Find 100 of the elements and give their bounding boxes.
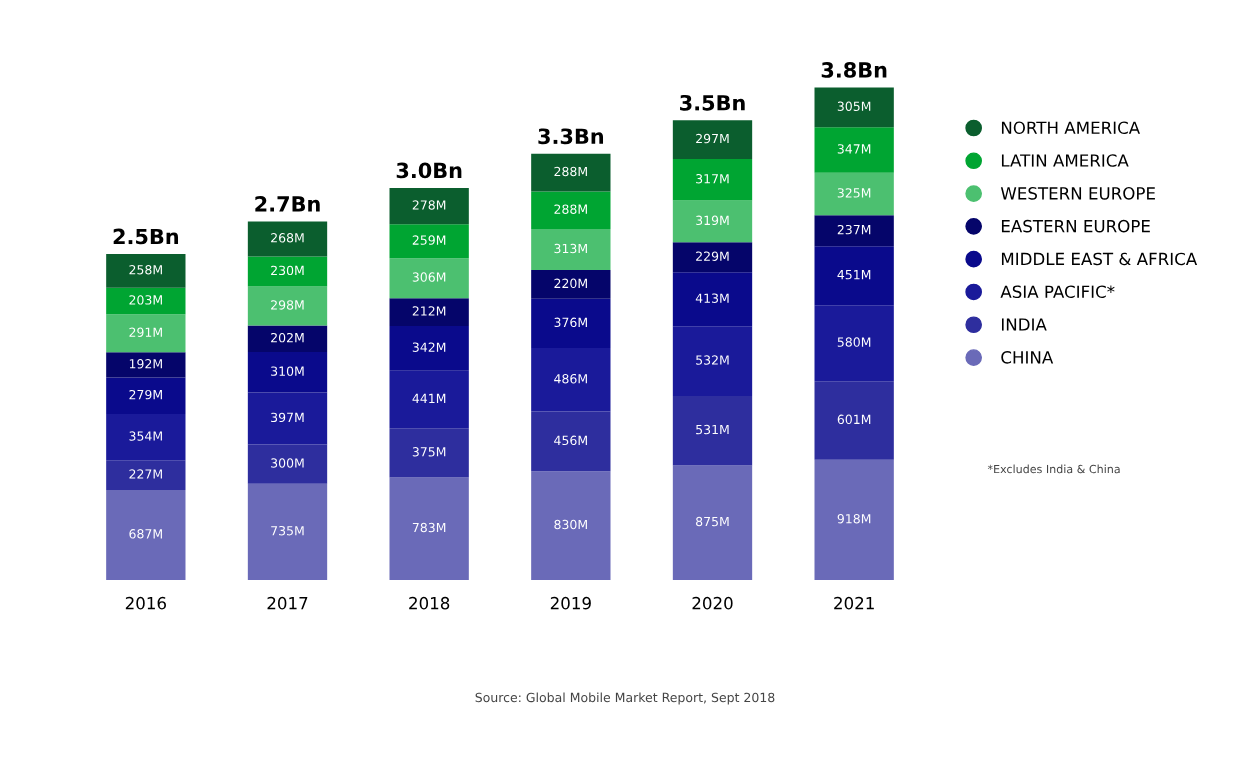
data-label: 735M: [271, 525, 304, 536]
data-label: 220M: [554, 278, 587, 289]
data-label: 279M: [129, 389, 162, 400]
bar: [814, 381, 894, 460]
legend-label: INDIA: [1001, 318, 1047, 331]
x-tick-label: 2021: [834, 596, 874, 610]
bar: [106, 413, 186, 461]
bar: [247, 351, 328, 393]
bar: [389, 370, 469, 429]
bar: [247, 483, 328, 580]
data-label: 203M: [129, 295, 162, 305]
data-label: 413M: [695, 293, 729, 303]
bar: [814, 246, 894, 306]
bar: [531, 153, 611, 192]
bar: [531, 411, 611, 472]
data-label: 875M: [696, 516, 729, 527]
data-label: 300M: [271, 458, 304, 468]
data-label: 375M: [412, 447, 446, 457]
bar: [672, 326, 753, 396]
data-label: 342M: [412, 342, 446, 352]
bar: [389, 477, 469, 580]
bar: [531, 229, 611, 271]
x-tick-label: 2019: [550, 596, 591, 610]
bar: [106, 287, 186, 315]
bar: [531, 270, 611, 299]
data-label: 227M: [129, 469, 162, 479]
data-label: 278M: [412, 200, 446, 210]
data-label: 291M: [129, 327, 162, 337]
data-label: 259M: [412, 235, 446, 245]
bar: [672, 120, 753, 160]
data-label: 687M: [129, 529, 162, 539]
bar: [106, 489, 186, 580]
data-label: 305M: [837, 101, 871, 111]
data-label: 237M: [837, 224, 871, 235]
bar: [247, 444, 328, 484]
legend-label: MIDDLE EAST & AFRICA: [1001, 252, 1198, 266]
bar: [531, 191, 611, 230]
data-label: 212M: [412, 306, 446, 316]
bar: [814, 127, 894, 173]
annotation: 3.0Bn: [396, 162, 462, 179]
data-label: 347M: [837, 144, 871, 154]
data-label: 531M: [696, 424, 729, 435]
legend-label: CHINA: [1001, 351, 1054, 364]
bar: [814, 215, 894, 247]
data-label: 918M: [837, 514, 871, 524]
legend-label: EASTERN EUROPE: [1001, 219, 1150, 233]
bar: [531, 471, 611, 580]
bar: [389, 298, 469, 326]
bar: [247, 256, 328, 287]
bar: [247, 325, 328, 352]
bar: [106, 314, 186, 353]
data-label: 580M: [837, 337, 871, 347]
data-label: 288M: [554, 204, 587, 214]
x-tick-label: 2020: [692, 596, 733, 610]
bar: [531, 348, 611, 412]
data-label: 397M: [271, 412, 304, 423]
data-label: 310M: [271, 366, 304, 376]
bar: [814, 172, 894, 216]
legend-label: NORTH AMERICA: [1001, 121, 1141, 135]
data-label: 532M: [696, 355, 729, 365]
data-label: 456M: [554, 435, 587, 446]
bar: [672, 272, 753, 327]
data-label: 298M: [271, 300, 304, 310]
data-label: 354M: [129, 431, 162, 441]
bar: [247, 286, 328, 326]
legend-label: LATIN AMERICA: [1001, 154, 1129, 167]
data-label: 451M: [837, 270, 871, 280]
data-label: 486M: [554, 374, 587, 384]
bar: [672, 465, 753, 580]
annotation: 3.3Bn: [538, 128, 604, 145]
bar: [814, 305, 894, 382]
bar: [106, 352, 186, 378]
source-note: Source: Global Mobile Market Report, Sept 2018: [475, 692, 775, 705]
bar: [106, 377, 186, 414]
bar: [389, 325, 469, 371]
bar: [389, 224, 469, 259]
data-label: 325M: [837, 188, 871, 198]
data-label: 317M: [696, 174, 729, 184]
data-label: 230M: [271, 265, 304, 276]
data-label: 297M: [696, 133, 729, 144]
legend-label: WESTERN EUROPE: [1000, 187, 1155, 200]
data-label: 783M: [412, 522, 446, 533]
data-label: 192M: [129, 359, 162, 369]
data-label: 229M: [696, 251, 729, 261]
data-label: 319M: [696, 215, 729, 226]
bar: [814, 459, 894, 580]
data-label: 601M: [837, 414, 871, 425]
x-tick-label: 2016: [125, 596, 166, 610]
data-label: 288M: [554, 166, 587, 177]
data-label: 258M: [129, 265, 162, 275]
annotation: 3.8Bn: [821, 62, 887, 78]
legend-label: ASIA PACIFIC*: [1000, 285, 1115, 299]
bar: [389, 428, 469, 478]
annotation: 2.5Bn: [113, 228, 179, 245]
annotation: 2.7Bn: [255, 196, 320, 212]
bar: [389, 187, 469, 225]
bar: [247, 392, 328, 445]
bar: [389, 258, 469, 299]
bar: [672, 200, 753, 243]
bar: [672, 242, 753, 273]
